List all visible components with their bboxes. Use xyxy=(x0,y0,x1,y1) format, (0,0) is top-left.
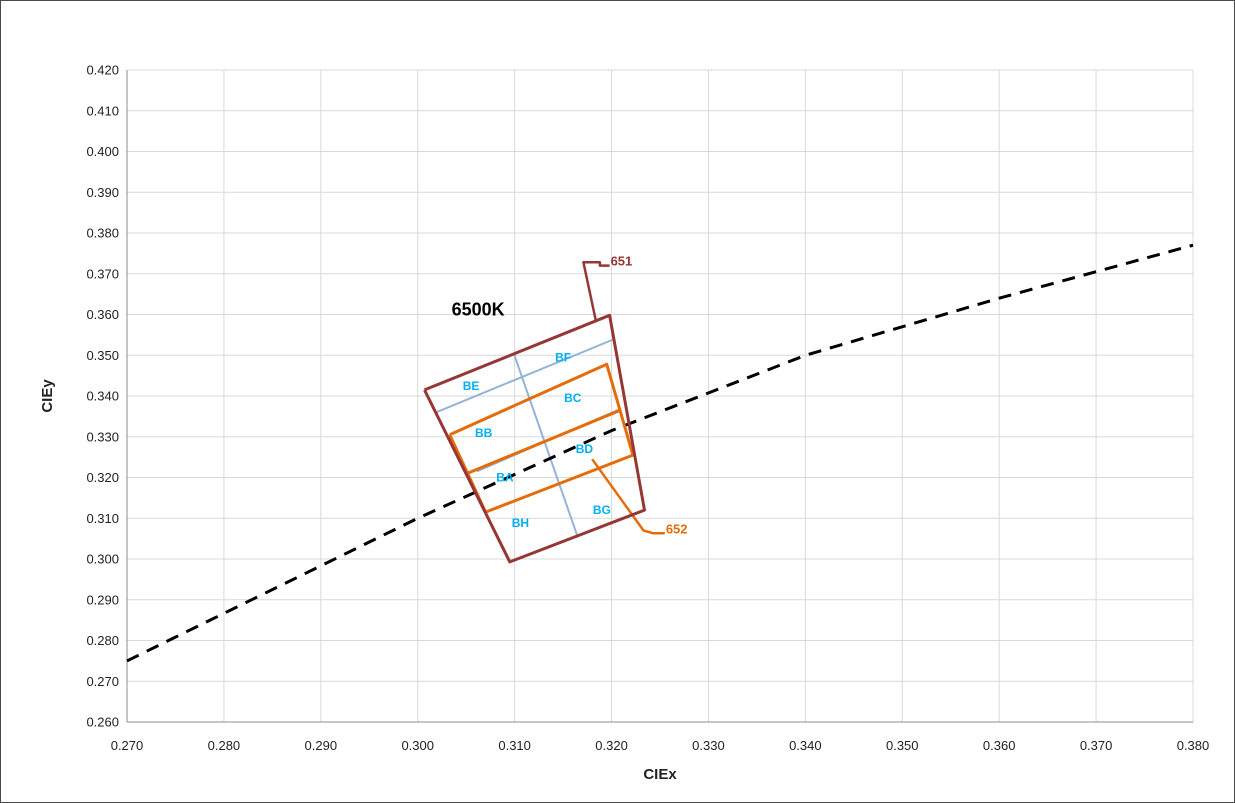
y-tick-label: 0.340 xyxy=(86,389,119,404)
series-blue-grid-line-3 xyxy=(512,352,579,537)
y-tick-label: 0.390 xyxy=(86,185,119,200)
y-tick-label: 0.310 xyxy=(86,511,119,526)
series-layer xyxy=(126,243,1194,663)
y-tick-label: 0.290 xyxy=(86,592,119,607)
x-tick-label: 0.360 xyxy=(983,738,1016,753)
x-tick-label: 0.310 xyxy=(498,738,531,753)
bin-label-ba: BA xyxy=(496,471,514,485)
x-tick-label: 0.370 xyxy=(1080,738,1113,753)
x-tick-label: 0.270 xyxy=(111,738,144,753)
grid-lines xyxy=(127,69,1194,722)
bin-label-bc: BC xyxy=(564,391,582,405)
y-tick-label: 0.320 xyxy=(86,470,119,485)
x-tick-label: 0.280 xyxy=(208,738,241,753)
y-tick-label: 0.380 xyxy=(86,226,119,241)
series-orange-mid-line xyxy=(466,408,622,475)
series-leader-652 xyxy=(591,458,665,535)
x-axis-title: CIEx xyxy=(643,766,677,783)
axes xyxy=(126,70,1193,723)
y-tick-label: 0.400 xyxy=(86,144,119,159)
y-axis-title: CIEy xyxy=(39,379,56,413)
x-tick-label: 0.380 xyxy=(1177,738,1210,753)
bin-label-bb: BB xyxy=(475,426,493,440)
annotation-651: 651 xyxy=(611,254,633,269)
series-leader-651 xyxy=(582,261,610,322)
series-black-body-locus xyxy=(126,243,1194,663)
x-tick-label: 0.340 xyxy=(789,738,822,753)
y-tick-label: 0.360 xyxy=(86,307,119,322)
x-tick-label: 0.320 xyxy=(595,738,628,753)
y-tick-label: 0.280 xyxy=(86,633,119,648)
y-tick-label: 0.330 xyxy=(86,429,119,444)
bin-labels: BE BF BB BC BA BD BH BG xyxy=(463,350,611,530)
bin-label-bh: BH xyxy=(512,516,529,530)
series-outer-quadrangle-651 xyxy=(423,313,646,564)
x-tick-label: 0.330 xyxy=(692,738,725,753)
bin-label-bf: BF xyxy=(555,350,571,364)
y-tick-label: 0.410 xyxy=(86,103,119,118)
bin-label-bg: BG xyxy=(593,503,611,517)
x-tick-label: 0.290 xyxy=(305,738,338,753)
bin-label-bd: BD xyxy=(576,442,594,456)
annotation-6500k: 6500K xyxy=(452,300,505,320)
x-tick-labels: 0.270 0.280 0.290 0.300 0.310 0.320 0.330 0.340… xyxy=(111,738,1210,753)
y-tick-label: 0.350 xyxy=(86,348,119,363)
y-tick-label: 0.270 xyxy=(86,674,119,689)
x-tick-label: 0.300 xyxy=(401,738,434,753)
annotations: 6500K 651 652 xyxy=(452,254,688,537)
y-tick-label: 0.370 xyxy=(86,266,119,281)
annotation-652: 652 xyxy=(666,522,688,537)
y-tick-label: 0.260 xyxy=(86,715,119,730)
x-tick-label: 0.350 xyxy=(886,738,919,753)
y-tick-label: 0.300 xyxy=(86,552,119,567)
y-tick-labels: 0.260 0.270 0.280 0.290 0.300 0.310 0.320 0.330… xyxy=(86,63,119,730)
bin-label-be: BE xyxy=(463,379,480,393)
y-tick-label: 0.420 xyxy=(86,63,119,78)
series-blue-grid-line-1 xyxy=(435,338,615,414)
